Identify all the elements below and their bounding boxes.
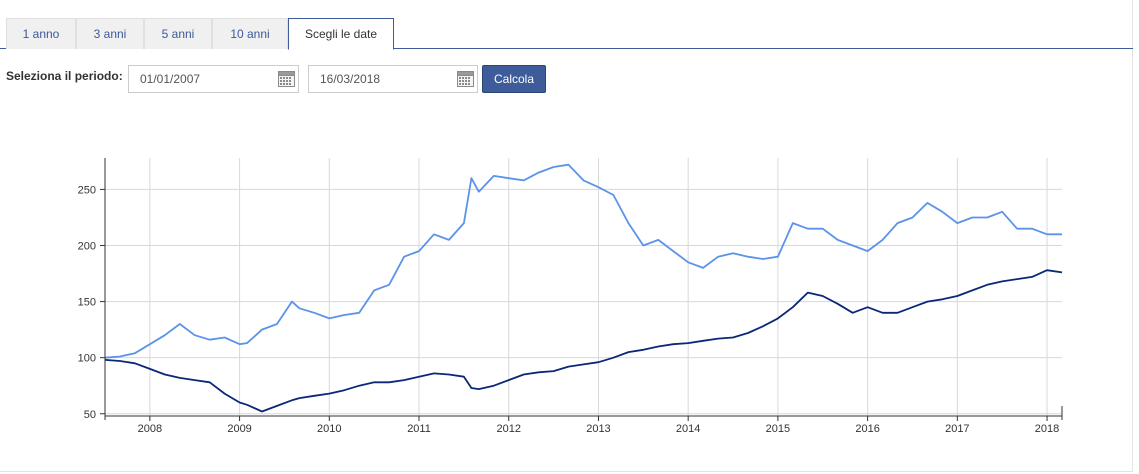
- chart-axes: 50 100 150 200 250 2008 2009 2010 2011 2012 2013 20…: [78, 158, 1063, 435]
- tab-3-anni[interactable]: 3 anni: [76, 18, 144, 49]
- x-tick-label: 2011: [407, 423, 431, 435]
- y-tick-label: 150: [78, 297, 96, 309]
- calendar-icon[interactable]: [278, 71, 295, 87]
- x-tick-label: 2012: [496, 423, 520, 435]
- start-date-field: [128, 65, 299, 93]
- tab-scegli-le-date[interactable]: Scegli le date: [288, 18, 394, 50]
- series-line-2: [104, 269, 1063, 413]
- y-tick-label: 250: [78, 184, 96, 196]
- x-tick-label: 2008: [138, 423, 162, 435]
- x-tick-label: 2010: [317, 423, 341, 435]
- end-date-input[interactable]: [309, 66, 477, 92]
- period-label: Seleziona il periodo:: [6, 69, 123, 83]
- calendar-icon[interactable]: [457, 71, 474, 87]
- performance-chart: 50 100 150 200 250 2008 2009 2010 2011 2012 2013 20…: [78, 158, 1063, 435]
- tab-10-anni[interactable]: 10 anni: [212, 18, 288, 49]
- chart-series: [104, 163, 1063, 413]
- x-tick-label: 2009: [227, 423, 251, 435]
- start-date-input[interactable]: [129, 66, 298, 92]
- x-tick-label: 2014: [676, 423, 700, 435]
- tab-1-anno[interactable]: 1 anno: [6, 18, 76, 49]
- end-date-field: [308, 65, 478, 93]
- x-tick-label: 2016: [855, 423, 879, 435]
- x-tick-label: 2018: [1035, 423, 1059, 435]
- x-tick-label: 2015: [766, 423, 790, 435]
- chart-grid: [105, 158, 1062, 416]
- y-tick-label: 100: [78, 353, 96, 365]
- series-line-1: [104, 163, 1062, 359]
- y-tick-label: 50: [84, 409, 96, 421]
- period-tabs: 1 anno 3 anni 5 anni 10 anni Scegli le d…: [0, 18, 1133, 50]
- x-tick-label: 2013: [586, 423, 610, 435]
- calcola-button[interactable]: Calcola: [482, 65, 546, 93]
- x-tick-label: 2017: [945, 423, 969, 435]
- tab-5-anni[interactable]: 5 anni: [144, 18, 212, 49]
- y-tick-label: 200: [78, 240, 96, 252]
